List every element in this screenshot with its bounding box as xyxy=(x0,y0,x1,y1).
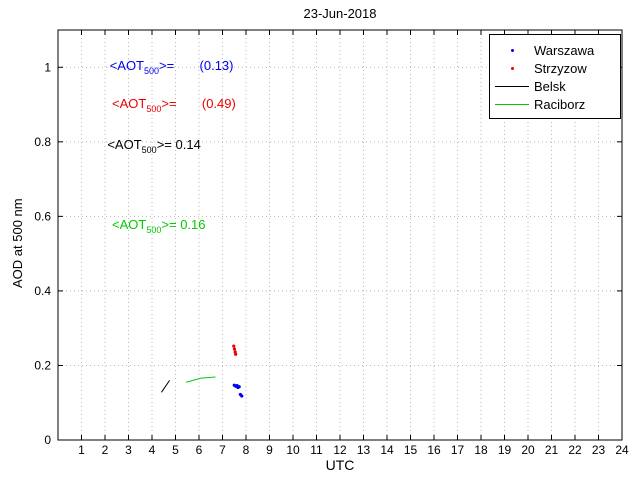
x-tick-label: 15 xyxy=(404,443,418,457)
aot-annotation-value: (0.49) xyxy=(176,95,236,111)
x-axis-label: UTC xyxy=(325,457,355,473)
aot-annotation-label: <AOT500>= xyxy=(112,216,177,235)
x-tick-label: 14 xyxy=(380,443,394,457)
legend-item-belsk: Belsk xyxy=(490,77,620,95)
x-tick-label: 13 xyxy=(357,443,371,457)
x-tick-label: 21 xyxy=(545,443,559,457)
legend: Warszawa Strzyzow Belsk Raciborz xyxy=(489,34,621,119)
legend-item-warszawa: Warszawa xyxy=(490,41,620,59)
x-tick-label: 12 xyxy=(333,443,347,457)
x-tick-label: 2 xyxy=(102,443,109,457)
y-tick-label: 0 xyxy=(44,433,51,447)
x-tick-label: 18 xyxy=(474,443,488,457)
x-tick-label: 7 xyxy=(219,443,226,457)
x-tick-label: 16 xyxy=(427,443,441,457)
legend-item-raciborz: Raciborz xyxy=(490,95,620,113)
aot-annotation-label: <AOT500>= xyxy=(112,95,177,114)
legend-label-strzyzow: Strzyzow xyxy=(534,60,587,76)
legend-label-belsk: Belsk xyxy=(534,78,566,94)
x-tick-label: 24 xyxy=(615,443,629,457)
aot-annotation-belsk: <AOT500>= 0.14 xyxy=(107,137,200,155)
x-tick-label: 3 xyxy=(125,443,132,457)
aot-annotation-label: <AOT500>= xyxy=(107,136,172,155)
y-tick-label: 0.8 xyxy=(34,135,51,149)
x-tick-label: 8 xyxy=(243,443,250,457)
x-tick-label: 11 xyxy=(310,443,323,457)
x-tick-label: 10 xyxy=(286,443,300,457)
aot-annotation-raciborz: <AOT500>= 0.16 xyxy=(112,217,205,235)
legend-marker-strzyzow-dot-icon xyxy=(490,66,534,70)
legend-label-raciborz: Raciborz xyxy=(534,96,586,112)
aot-annotation-warszawa: <AOT500>= (0.13) xyxy=(110,58,234,76)
x-tick-label: 1 xyxy=(78,443,85,457)
x-tick-label: 22 xyxy=(568,443,582,457)
legend-marker-warszawa-dot-icon xyxy=(490,48,534,52)
legend-label-warszawa: Warszawa xyxy=(534,42,595,58)
y-tick-label: 0.4 xyxy=(34,284,51,298)
aot-annotation-value: (0.13) xyxy=(174,58,234,74)
x-tick-label: 4 xyxy=(149,443,156,457)
x-tick-label: 19 xyxy=(498,443,512,457)
x-tick-label: 5 xyxy=(172,443,179,457)
x-tick-label: 20 xyxy=(521,443,535,457)
series-point-warszawa xyxy=(240,394,244,398)
x-tick-label: 17 xyxy=(451,443,465,457)
x-tick-label: 23 xyxy=(592,443,606,457)
aot-annotation-label: <AOT500>= xyxy=(109,58,175,77)
aot-annotation-strzyzow: <AOT500>= (0.49) xyxy=(112,96,236,114)
series-point-strzyzow xyxy=(232,347,237,351)
series-line-belsk xyxy=(160,380,171,393)
legend-marker-raciborz-line-icon xyxy=(490,103,534,105)
legend-item-strzyzow: Strzyzow xyxy=(490,59,620,77)
series-point-strzyzow xyxy=(234,352,238,356)
series-line-raciborz xyxy=(185,376,216,383)
x-tick-label: 9 xyxy=(266,443,273,457)
y-tick-label: 1 xyxy=(44,60,51,74)
aot-annotation-value: 0.14 xyxy=(171,136,201,152)
series-point-warszawa xyxy=(237,385,241,389)
legend-marker-belsk-line-icon xyxy=(490,85,534,87)
series-point-strzyzow xyxy=(232,344,236,348)
x-tick-label: 6 xyxy=(196,443,203,457)
chart-title: 23-Jun-2018 xyxy=(303,6,377,21)
aot-annotation-value: 0.16 xyxy=(176,216,206,232)
y-tick-label: 0.6 xyxy=(34,209,51,223)
y-tick-label: 0.2 xyxy=(34,358,51,372)
